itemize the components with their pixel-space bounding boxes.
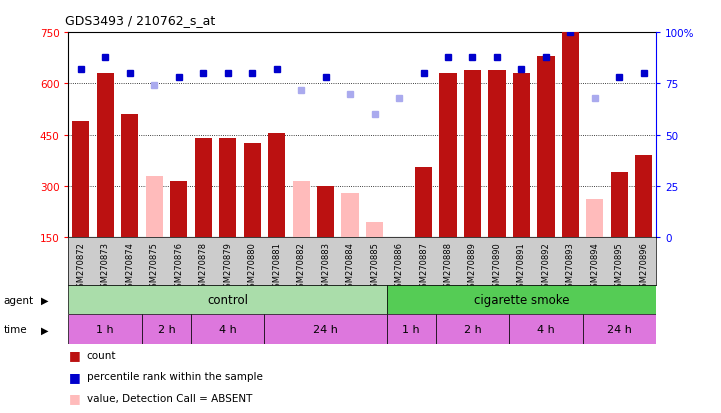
- Text: control: control: [207, 293, 248, 306]
- Bar: [488, 71, 505, 237]
- Text: GSM270886: GSM270886: [394, 241, 404, 292]
- Text: GSM270892: GSM270892: [541, 241, 550, 292]
- Bar: [435, 315, 509, 344]
- Bar: [464, 71, 481, 237]
- Text: 2 h: 2 h: [464, 325, 482, 335]
- Bar: [586, 200, 603, 237]
- Text: GSM270890: GSM270890: [492, 241, 502, 292]
- Text: GSM270874: GSM270874: [125, 241, 134, 292]
- Bar: [562, 30, 579, 237]
- Bar: [635, 156, 653, 237]
- Bar: [97, 74, 114, 237]
- Text: count: count: [87, 350, 116, 360]
- Bar: [513, 74, 530, 237]
- Bar: [72, 122, 89, 237]
- Text: ▶: ▶: [41, 295, 48, 305]
- Bar: [121, 115, 138, 237]
- Bar: [415, 168, 432, 237]
- Text: GSM270885: GSM270885: [370, 241, 379, 292]
- Text: ■: ■: [68, 391, 80, 404]
- Bar: [366, 222, 383, 237]
- Text: ■: ■: [68, 370, 80, 383]
- Text: percentile rank within the sample: percentile rank within the sample: [87, 371, 262, 381]
- Text: GSM270883: GSM270883: [321, 241, 330, 292]
- Text: GSM270896: GSM270896: [640, 241, 648, 292]
- Text: GSM270880: GSM270880: [247, 241, 257, 292]
- Text: GSM270893: GSM270893: [566, 241, 575, 292]
- Bar: [68, 315, 142, 344]
- Bar: [68, 285, 386, 315]
- Bar: [146, 176, 163, 237]
- Text: 4 h: 4 h: [218, 325, 236, 335]
- Text: GDS3493 / 210762_s_at: GDS3493 / 210762_s_at: [65, 14, 215, 27]
- Text: value, Detection Call = ABSENT: value, Detection Call = ABSENT: [87, 393, 252, 403]
- Text: 2 h: 2 h: [158, 325, 175, 335]
- Text: GSM270881: GSM270881: [272, 241, 281, 292]
- Bar: [191, 315, 265, 344]
- Bar: [386, 285, 656, 315]
- Text: ■: ■: [68, 348, 80, 361]
- Text: cigarette smoke: cigarette smoke: [474, 293, 569, 306]
- Text: GSM270878: GSM270878: [199, 241, 208, 292]
- Bar: [537, 57, 554, 237]
- Bar: [293, 181, 309, 237]
- Bar: [268, 133, 286, 237]
- Bar: [317, 186, 334, 237]
- Text: GSM270887: GSM270887: [419, 241, 428, 292]
- Text: ▶: ▶: [41, 325, 48, 335]
- Text: GSM270884: GSM270884: [345, 241, 355, 292]
- Text: agent: agent: [4, 295, 34, 305]
- Text: GSM270889: GSM270889: [468, 241, 477, 292]
- Text: GSM270876: GSM270876: [174, 241, 183, 292]
- Text: GSM270882: GSM270882: [296, 241, 306, 292]
- Text: GSM270891: GSM270891: [517, 241, 526, 292]
- Text: 4 h: 4 h: [537, 325, 554, 335]
- Text: GSM270875: GSM270875: [150, 241, 159, 292]
- Text: GSM270872: GSM270872: [76, 241, 85, 292]
- Bar: [342, 193, 358, 237]
- Bar: [386, 315, 435, 344]
- Text: GSM270879: GSM270879: [223, 241, 232, 292]
- Text: GSM270873: GSM270873: [101, 241, 110, 292]
- Bar: [439, 74, 456, 237]
- Bar: [611, 173, 628, 237]
- Text: time: time: [4, 325, 27, 335]
- Bar: [142, 315, 191, 344]
- Text: 1 h: 1 h: [97, 325, 114, 335]
- Bar: [583, 315, 656, 344]
- Bar: [244, 144, 261, 237]
- Text: 24 h: 24 h: [607, 325, 632, 335]
- Bar: [170, 181, 187, 237]
- Bar: [195, 139, 212, 237]
- Text: 1 h: 1 h: [402, 325, 420, 335]
- Bar: [219, 139, 236, 237]
- Text: GSM270894: GSM270894: [590, 241, 599, 292]
- Text: GSM270895: GSM270895: [615, 241, 624, 292]
- Text: GSM270888: GSM270888: [443, 241, 453, 292]
- Bar: [509, 315, 583, 344]
- Text: 24 h: 24 h: [313, 325, 338, 335]
- Bar: [265, 315, 386, 344]
